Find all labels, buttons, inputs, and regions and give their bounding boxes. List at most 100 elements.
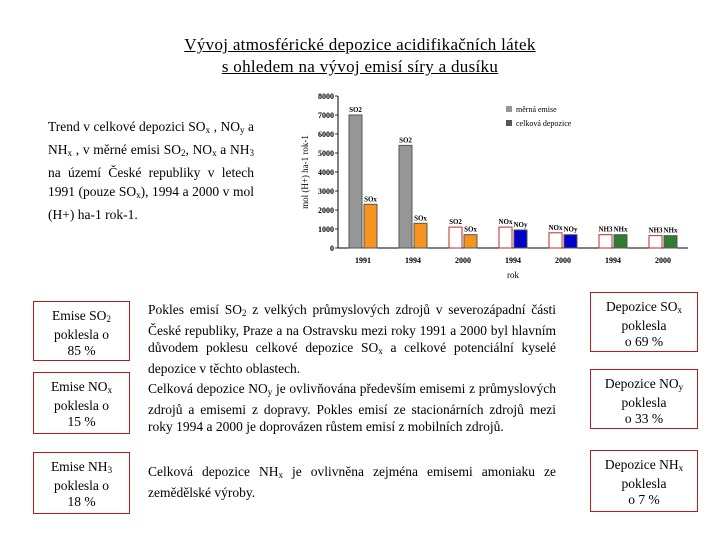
x-tick-label: 1991 xyxy=(355,256,371,265)
box-sub: x xyxy=(678,463,684,473)
box-sub: 3 xyxy=(107,465,113,475)
trend-description: Trend v celkové depozici SOx , NOy a NHx… xyxy=(48,117,254,224)
y-tick-label: 8000 xyxy=(318,92,334,101)
bar-label: NOy xyxy=(514,221,529,229)
box-value: 85 % xyxy=(67,343,96,358)
y-tick-label: 4000 xyxy=(318,168,334,177)
mid-text: z velkých průmyslových zdrojů v severozá… xyxy=(148,302,556,355)
deposition-sox-box: Depozice SOx poklesla o 69 % xyxy=(590,292,698,352)
trend-sub: 2 xyxy=(180,148,186,158)
y-axis-label: mol (H+) ha-1 rok-1 xyxy=(300,135,310,209)
y-tick-label: 6000 xyxy=(318,130,334,139)
bar-label: NHx xyxy=(664,227,679,235)
trend-sub: y xyxy=(239,125,245,135)
bar-label: NH3 xyxy=(649,227,664,235)
box-sub: 2 xyxy=(106,314,111,324)
emission-so2-box: Emise SO2 poklesla o 85 % xyxy=(33,301,130,361)
box-sub: x xyxy=(107,385,113,395)
deposition-bar-chart: mol (H+) ha-1 rok-1 0 1000 2000 3000 4000 5000… xyxy=(300,92,688,280)
bar-label: SOx xyxy=(364,195,377,203)
trend-text: , NO xyxy=(210,119,240,134)
bar-label: SO2 xyxy=(399,136,412,144)
box-value: 18 % xyxy=(67,494,96,509)
nox-explanation: Celková depozice NOy je ovlivňována před… xyxy=(148,380,556,435)
box-label: poklesla o xyxy=(53,327,110,342)
bar-noy-2000 xyxy=(563,234,578,249)
so2-explanation: Pokles emisí SO2 z velkých průmyslových … xyxy=(148,301,556,377)
bar-nh3-1994 xyxy=(598,234,613,249)
trend-text: Trend v celkové depozici SO xyxy=(48,119,206,134)
bar-label: SO2 xyxy=(349,106,362,114)
trend-text: ), 1994 a 2000 v mol (H+) ha-1 rok-1. xyxy=(48,184,254,222)
trend-sub: x xyxy=(205,125,211,135)
bar-so2-1991 xyxy=(348,114,363,249)
y-tick-label: 1000 xyxy=(318,225,334,234)
x-tick-label: 2000 xyxy=(655,256,671,265)
mid-text: je ovlivněna zejména emisemi amoniaku ze… xyxy=(148,464,556,500)
bar-sox-2000 xyxy=(463,234,478,249)
bar-noy-1994 xyxy=(513,229,528,249)
y-tick-label: 2000 xyxy=(318,206,334,215)
box-sub: y xyxy=(678,382,684,392)
box-value: o 33 % xyxy=(624,411,664,426)
bar-so2-2000 xyxy=(448,226,463,249)
mid-sub: 2 xyxy=(242,308,247,318)
deposition-noy-box: Depozice NOy poklesla o 33 % xyxy=(590,369,698,429)
bar-label: SO2 xyxy=(449,218,462,226)
x-axis-label: rok xyxy=(507,270,519,280)
mid-sub: x xyxy=(378,346,383,356)
box-value: o 7 % xyxy=(628,492,660,507)
box-label: Depozice NH xyxy=(604,457,679,472)
trend-sub: x xyxy=(67,148,73,158)
trend-text: , v měrné emisi SO xyxy=(72,142,181,157)
mid-text: je ovlivňována především emisemi z průmy… xyxy=(148,381,556,434)
trend-sub: 3 xyxy=(249,148,255,158)
trend-sub: x xyxy=(212,148,217,158)
mid-text: Pokles emisí SO xyxy=(148,302,243,317)
box-value: o 69 % xyxy=(624,334,664,349)
legend-label: celková depozice xyxy=(516,119,572,128)
box-label: Depozice NO xyxy=(604,376,679,391)
x-tick-label: 1994 xyxy=(505,256,521,265)
bar-nh3-2000 xyxy=(648,235,663,249)
bar-sox-1994 xyxy=(413,222,428,249)
box-label: poklesla o xyxy=(53,398,110,413)
box-label: poklesla xyxy=(621,476,667,491)
x-tick-label: 2000 xyxy=(555,256,571,265)
title-line-2: s ohledem na vývoj emisí síry a dusíku xyxy=(221,57,499,76)
trend-text: na území České republiky v letech 1991 (… xyxy=(48,165,254,199)
box-label: Emise NH xyxy=(50,459,108,474)
page-title: Vývoj atmosférické depozice acidifikační… xyxy=(100,34,620,78)
bar-nox-1994 xyxy=(498,226,513,249)
y-tick-label: 3000 xyxy=(318,187,334,196)
mid-text: Celková depozice NH xyxy=(148,464,279,479)
bar-label: NOx xyxy=(549,224,564,232)
emission-nh3-box: Emise NH3 poklesla o 18 % xyxy=(33,452,130,514)
bar-so2-1994 xyxy=(398,144,413,249)
bar-label: NHx xyxy=(614,226,629,234)
trend-text: a NH xyxy=(48,119,254,157)
box-label: Emise SO xyxy=(52,308,107,323)
box-sub: x xyxy=(677,305,683,315)
bar-nhx-1994 xyxy=(613,234,628,249)
y-tick-label: 7000 xyxy=(318,111,334,120)
legend-swatch-emise xyxy=(506,106,512,112)
title-line-1: Vývoj atmosférické depozice acidifikační… xyxy=(184,35,536,54)
mid-text: Celková depozice NO xyxy=(148,381,268,396)
emission-nox-box: Emise NOx poklesla o 15 % xyxy=(33,372,130,434)
box-value: 15 % xyxy=(67,414,96,429)
x-tick-label: 1994 xyxy=(405,256,421,265)
mid-sub: x xyxy=(278,470,283,480)
deposition-nhx-box: Depozice NHx poklesla o 7 % xyxy=(590,450,698,512)
bar-nhx-2000 xyxy=(663,235,678,249)
y-tick-label: 0 xyxy=(330,244,334,253)
bar-nox-2000 xyxy=(548,232,563,249)
trend-text: a NH xyxy=(216,142,250,157)
trend-sub: x xyxy=(136,190,141,200)
bar-label: SOx xyxy=(464,226,477,234)
bar-label: NH3 xyxy=(599,226,614,234)
mid-text: a celkové potenciální kyselé depozice v … xyxy=(148,340,556,376)
box-label: Depozice SO xyxy=(605,299,678,314)
y-tick-label: 5000 xyxy=(318,149,334,158)
box-label: poklesla o xyxy=(53,478,110,493)
